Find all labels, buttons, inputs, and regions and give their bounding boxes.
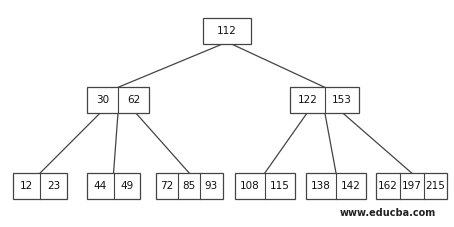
FancyBboxPatch shape xyxy=(235,173,295,199)
FancyBboxPatch shape xyxy=(87,87,149,113)
Text: 85: 85 xyxy=(183,181,196,191)
FancyBboxPatch shape xyxy=(202,18,252,44)
Text: 62: 62 xyxy=(127,95,140,105)
Text: 115: 115 xyxy=(270,181,290,191)
FancyBboxPatch shape xyxy=(14,173,67,199)
FancyBboxPatch shape xyxy=(156,173,222,199)
Text: 138: 138 xyxy=(311,181,331,191)
Text: 108: 108 xyxy=(240,181,260,191)
Text: www.educba.com: www.educba.com xyxy=(340,208,436,218)
Text: 122: 122 xyxy=(298,95,318,105)
Text: 72: 72 xyxy=(160,181,173,191)
Text: 30: 30 xyxy=(96,95,109,105)
Text: 49: 49 xyxy=(120,181,133,191)
FancyBboxPatch shape xyxy=(87,173,140,199)
Text: 44: 44 xyxy=(94,181,107,191)
Text: 215: 215 xyxy=(425,181,445,191)
FancyBboxPatch shape xyxy=(306,173,366,199)
Text: 153: 153 xyxy=(332,95,352,105)
FancyBboxPatch shape xyxy=(376,173,447,199)
Text: 197: 197 xyxy=(402,181,422,191)
Text: 93: 93 xyxy=(205,181,218,191)
Text: 142: 142 xyxy=(341,181,361,191)
Text: 162: 162 xyxy=(378,181,398,191)
Text: 23: 23 xyxy=(47,181,60,191)
Text: 12: 12 xyxy=(20,181,34,191)
Text: 112: 112 xyxy=(217,26,237,36)
FancyBboxPatch shape xyxy=(291,87,360,113)
